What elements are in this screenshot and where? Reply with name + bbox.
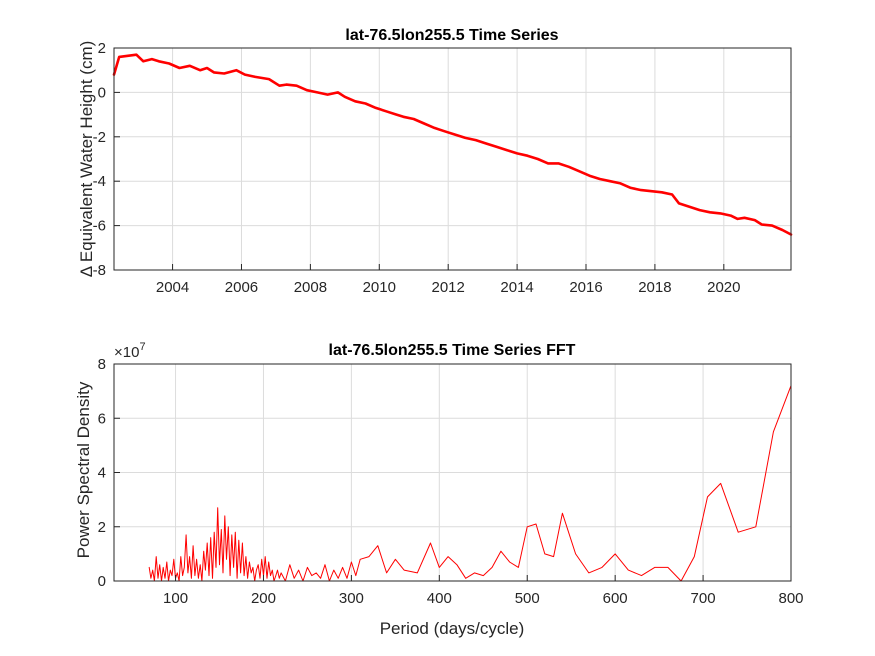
fft-ticks: 100 200 300 400 500 600 700 800 0 2 4 6 8 xyxy=(98,356,804,607)
fft-x-tick-label: 600 xyxy=(603,590,628,607)
fft-x-tick-label: 800 xyxy=(778,590,803,607)
fft-y-tick-label: 2 xyxy=(98,519,106,536)
fft-y-tick-label: 8 xyxy=(98,356,106,373)
time-series-x-tick-label: 2016 xyxy=(569,279,602,296)
fft-x-tick-label: 500 xyxy=(515,590,540,607)
time-series-series-line-0 xyxy=(112,53,793,236)
time-series-x-tick-label: 2012 xyxy=(432,279,465,296)
time-series-x-tick-label: 2014 xyxy=(500,279,533,296)
time-series-y-tick-label: -6 xyxy=(93,218,106,235)
time-series-x-tick-label: 2008 xyxy=(294,279,327,296)
time-series-y-tick-label: 2 xyxy=(98,40,106,57)
time-series-line-group xyxy=(112,53,793,236)
time-series-axes-frame xyxy=(113,47,792,271)
fft-y-axis-label: Power Spectral Density xyxy=(74,381,93,558)
time-series-y-tick-label: 0 xyxy=(98,84,106,101)
fft-x-tick-label: 700 xyxy=(691,590,716,607)
time-series-title: lat-76.5lon255.5 Time Series xyxy=(345,27,558,44)
fft-y-exponent-base: ×10 xyxy=(114,344,139,361)
time-series-x-tick-label: 2010 xyxy=(363,279,396,296)
time-series-ticks: 2004 2006 2008 2010 2012 2014 2016 2018 2020 -8 -6… xyxy=(93,40,741,296)
fft-x-tick-label: 300 xyxy=(339,590,364,607)
fft-y-exponent-power: 7 xyxy=(139,341,145,353)
fft-x-tick-label: 400 xyxy=(427,590,452,607)
fft-y-tick-label: 6 xyxy=(98,410,106,427)
fft-y-tick-label: 4 xyxy=(98,465,106,482)
fft-series-line-0 xyxy=(148,385,792,582)
fft-plot: 100 200 300 400 500 600 700 800 0 2 4 6 8 lat-76.5lo… xyxy=(74,341,804,638)
fft-x-tick-label: 100 xyxy=(163,590,188,607)
fft-line-group xyxy=(148,385,792,582)
time-series-x-tick-label: 2020 xyxy=(707,279,740,296)
fft-x-tick-label: 200 xyxy=(251,590,276,607)
time-series-y-tick-label: -4 xyxy=(93,173,106,190)
time-series-x-tick-label: 2004 xyxy=(156,279,189,296)
time-series-y-tick-label: -8 xyxy=(93,262,106,279)
time-series-y-tick-label: -2 xyxy=(93,129,106,146)
time-series-y-axis-label: Δ Equivalent Water Height (cm) xyxy=(77,41,96,278)
fft-title: lat-76.5lon255.5 Time Series FFT xyxy=(329,342,576,359)
time-series-plot: 2004 2006 2008 2010 2012 2014 2016 2018 2020 -8 -6… xyxy=(77,27,793,296)
fft-y-tick-label: 0 xyxy=(98,573,106,590)
fft-x-axis-label: Period (days/cycle) xyxy=(380,619,525,638)
time-series-x-tick-label: 2006 xyxy=(225,279,258,296)
fft-y-exponent-label: ×107 xyxy=(114,341,146,361)
time-series-x-tick-label: 2018 xyxy=(638,279,671,296)
